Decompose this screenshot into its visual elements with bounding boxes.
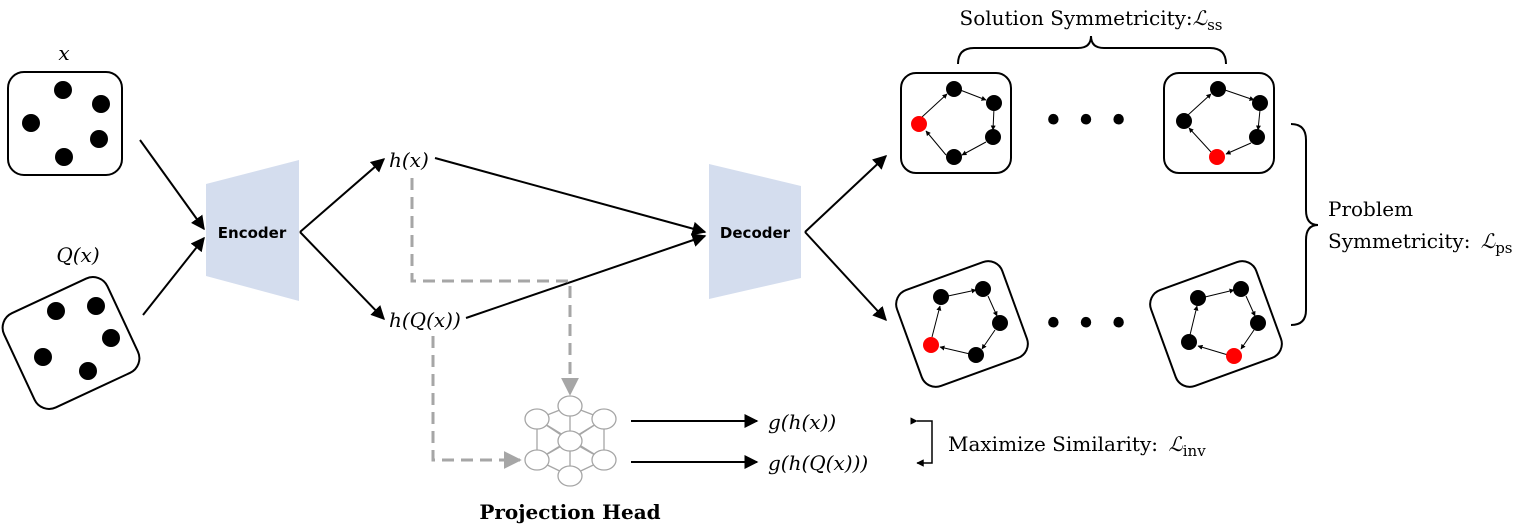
invariance-loss-label: Maximize Similarity: ℒinv bbox=[948, 432, 1206, 460]
solution-brace bbox=[957, 35, 1227, 65]
decoder-block bbox=[709, 164, 801, 299]
ellipsis-bottom: • • • bbox=[1043, 304, 1130, 345]
arrow-hx-to-decoder bbox=[434, 157, 707, 236]
decoder-label: Decoder bbox=[720, 224, 791, 242]
projection-head-label: Projection Head bbox=[479, 500, 660, 524]
node bbox=[22, 114, 40, 132]
solution-box-2 bbox=[1163, 72, 1275, 174]
solution-loss-label: Solution Symmetricity:ℒss bbox=[960, 6, 1223, 34]
node bbox=[87, 297, 105, 315]
arrow-qx-to-encoder bbox=[142, 236, 205, 316]
ellipsis-top: • • • bbox=[1043, 101, 1130, 142]
start-node bbox=[1226, 348, 1242, 364]
arrow-hqx-to-decoder bbox=[465, 233, 707, 319]
rotated-solution-nodes-1 bbox=[923, 281, 1008, 363]
input-qx-box bbox=[1, 276, 141, 410]
start-node bbox=[911, 116, 927, 132]
arrow-decoder-to-solution bbox=[804, 155, 888, 233]
arrow-decoder-to-rotated-solution bbox=[804, 231, 887, 322]
similarity-bracket bbox=[910, 417, 933, 467]
node bbox=[102, 329, 120, 347]
hx-label: h(x) bbox=[389, 148, 429, 172]
input-x-label: x bbox=[58, 41, 69, 65]
input-qx-nodes bbox=[34, 297, 120, 380]
node bbox=[34, 348, 52, 366]
problem-loss-line1: Problem bbox=[1328, 197, 1413, 221]
arrow-encoder-to-hqx bbox=[299, 231, 385, 321]
node bbox=[90, 130, 108, 148]
arrow-x-to-encoder bbox=[139, 139, 205, 231]
hqx-label: h(Q(x)) bbox=[389, 308, 461, 332]
encoder-block bbox=[206, 160, 299, 301]
problem-brace bbox=[1290, 123, 1319, 326]
rotated-solution-box-1 bbox=[895, 260, 1029, 388]
node bbox=[79, 362, 97, 380]
ghqx-label: g(h(Q(x))) bbox=[768, 451, 868, 475]
node bbox=[55, 148, 73, 166]
start-node bbox=[1209, 149, 1225, 165]
node bbox=[92, 95, 110, 113]
dashed-paths bbox=[410, 178, 579, 469]
projection-head-network bbox=[524, 395, 617, 487]
rotated-solution-nodes-2 bbox=[1181, 281, 1266, 364]
node bbox=[47, 302, 65, 320]
input-qx-label: Q(x) bbox=[56, 243, 99, 267]
start-node bbox=[923, 337, 939, 353]
ghx-label: g(h(x)) bbox=[768, 410, 836, 434]
input-x-box bbox=[7, 71, 123, 176]
arrow-encoder-to-hx bbox=[299, 158, 386, 233]
encoder-label: Encoder bbox=[218, 224, 287, 242]
solution-box-1 bbox=[900, 72, 1012, 174]
rotated-solution-box-2 bbox=[1149, 260, 1283, 388]
node bbox=[54, 81, 72, 99]
problem-loss-line2: Symmetricity: ℒps bbox=[1328, 229, 1513, 257]
